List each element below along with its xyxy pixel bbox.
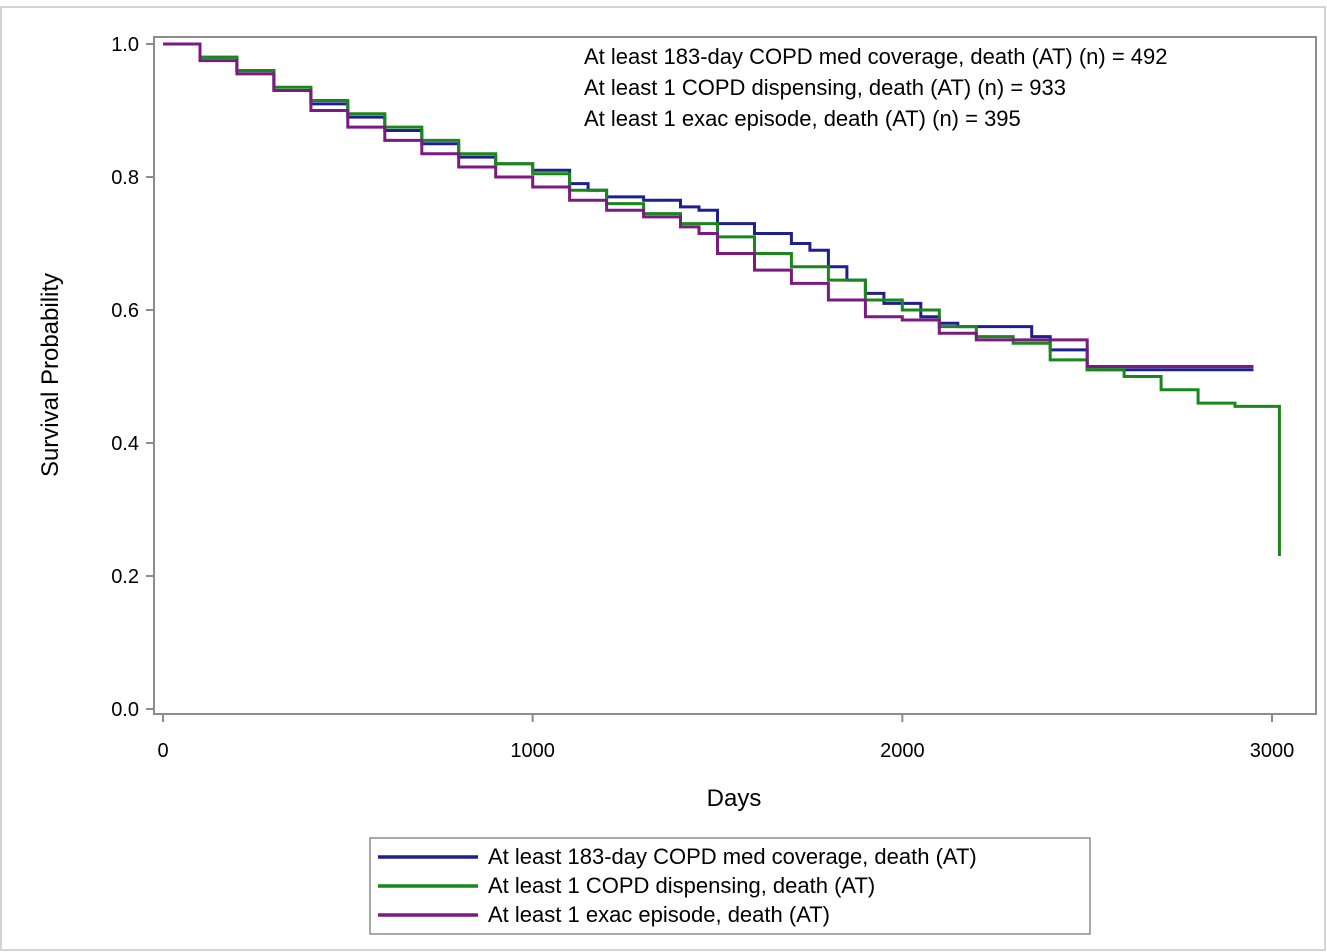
x-tick-label: 1000 — [510, 740, 555, 762]
y-tick-label: 0.6 — [111, 300, 139, 322]
plot-frame — [153, 36, 1317, 715]
y-axis-title: Survival Probability — [37, 273, 64, 477]
legend: At least 183-day COPD med coverage, deat… — [369, 837, 1091, 935]
legend-label: At least 1 exac episode, death (AT) — [488, 902, 830, 927]
legend-label: At least 1 COPD dispensing, death (AT) — [488, 873, 875, 898]
x-tick-label: 3000 — [1250, 740, 1295, 762]
series-line-2 — [163, 42, 1281, 556]
y-axis: 0.0 0.2 0.4 0.6 0.8 1.0 — [111, 34, 154, 721]
series-lines — [163, 42, 1281, 556]
y-tick-label: 0.2 — [111, 566, 139, 588]
series-line-3 — [163, 42, 1254, 368]
x-tick-label: 2000 — [880, 740, 925, 762]
legend-frame — [369, 837, 1091, 935]
annotation-line: At least 1 exac episode, death (AT) (n) … — [584, 106, 1021, 131]
x-axis-title: Days — [707, 785, 762, 812]
y-tick-label: 0.8 — [111, 167, 139, 189]
series-line-1 — [163, 42, 1254, 372]
annotation-block: At least 183-day COPD med coverage, deat… — [584, 44, 1167, 131]
y-tick-label: 0.4 — [111, 433, 139, 455]
x-axis: 0 1000 2000 3000 — [157, 714, 1294, 762]
y-tick-label: 0.0 — [111, 699, 139, 721]
x-tick-label: 0 — [157, 740, 168, 762]
annotation-line: At least 1 COPD dispensing, death (AT) (… — [584, 75, 1066, 100]
y-tick-label: 1.0 — [111, 34, 139, 56]
legend-label: At least 183-day COPD med coverage, deat… — [488, 844, 977, 869]
annotation-line: At least 183-day COPD med coverage, deat… — [584, 44, 1167, 69]
figure-border — [0, 6, 1326, 951]
